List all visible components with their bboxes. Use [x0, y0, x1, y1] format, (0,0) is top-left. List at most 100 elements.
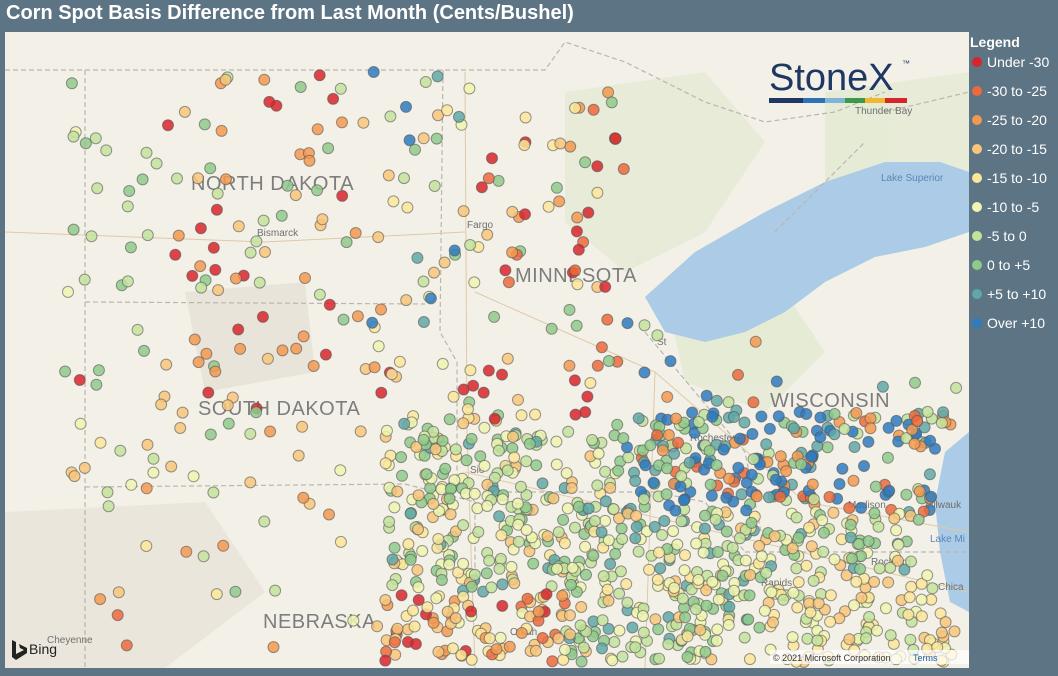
location-dot[interactable] [222, 417, 235, 430]
legend-item[interactable]: -30 to -25 [968, 83, 1058, 112]
location-dot[interactable] [396, 469, 408, 482]
location-dot[interactable] [386, 579, 399, 592]
location-dot[interactable] [212, 284, 225, 297]
location-dot[interactable] [568, 374, 581, 387]
location-dot[interactable] [629, 532, 642, 545]
location-dot[interactable] [814, 411, 827, 424]
location-dot[interactable] [738, 631, 751, 644]
location-dot[interactable] [580, 568, 592, 581]
location-dot[interactable] [912, 513, 925, 526]
location-dot[interactable] [746, 428, 759, 440]
location-dot[interactable] [207, 241, 220, 254]
location-dot[interactable] [482, 364, 495, 377]
location-dot[interactable] [299, 272, 311, 284]
location-dot[interactable] [401, 201, 414, 214]
location-dot[interactable] [923, 468, 936, 481]
location-dot[interactable] [124, 241, 137, 254]
location-dot[interactable] [613, 624, 626, 637]
location-dot[interactable] [611, 418, 624, 431]
location-dot[interactable] [716, 569, 729, 582]
location-dot[interactable] [706, 575, 719, 588]
location-dot[interactable] [639, 459, 652, 472]
location-dot[interactable] [614, 565, 627, 578]
location-dot[interactable] [579, 540, 592, 553]
location-dot[interactable] [112, 586, 125, 599]
location-dot[interactable] [913, 485, 926, 498]
location-dot[interactable] [311, 123, 324, 136]
location-dot[interactable] [545, 322, 558, 335]
location-dot[interactable] [700, 389, 713, 402]
location-dot[interactable] [843, 502, 856, 514]
location-dot[interactable] [257, 214, 270, 227]
location-dot[interactable] [760, 438, 773, 451]
location-dot[interactable] [391, 622, 404, 635]
location-dot[interactable] [574, 619, 587, 632]
location-dot[interactable] [210, 203, 223, 216]
location-dot[interactable] [753, 621, 766, 634]
location-dot[interactable] [485, 581, 498, 594]
location-dot[interactable] [465, 432, 478, 445]
location-dot[interactable] [505, 560, 518, 573]
location-dot[interactable] [547, 492, 560, 505]
location-dot[interactable] [481, 228, 494, 241]
location-dot[interactable] [604, 481, 617, 494]
location-dot[interactable] [457, 417, 470, 430]
location-dot[interactable] [660, 488, 673, 501]
location-dot[interactable] [384, 110, 397, 123]
location-dot[interactable] [187, 470, 200, 483]
location-dot[interactable] [402, 538, 415, 551]
location-dot[interactable] [800, 559, 813, 572]
location-dot[interactable] [430, 132, 443, 145]
location-dot[interactable] [790, 511, 803, 524]
location-dot[interactable] [602, 622, 615, 635]
location-dot[interactable] [515, 627, 528, 639]
location-dot[interactable] [552, 526, 565, 539]
location-dot[interactable] [94, 593, 107, 606]
location-dot[interactable] [220, 173, 232, 186]
location-dot[interactable] [602, 355, 615, 367]
location-dot[interactable] [221, 399, 234, 412]
legend-item[interactable]: 0 to +5 [968, 257, 1058, 286]
location-dot[interactable] [596, 642, 608, 655]
location-dot[interactable] [136, 173, 149, 186]
location-dot[interactable] [828, 408, 841, 420]
legend-item[interactable]: -20 to -15 [968, 141, 1058, 170]
location-dot[interactable] [337, 313, 350, 326]
location-dot[interactable] [769, 473, 782, 486]
location-dot[interactable] [79, 137, 92, 150]
location-dot[interactable] [347, 614, 360, 627]
location-dot[interactable] [595, 526, 608, 539]
location-dot[interactable] [258, 515, 271, 528]
location-dot[interactable] [560, 467, 573, 480]
location-dot[interactable] [698, 522, 711, 535]
location-dot[interactable] [599, 280, 612, 293]
location-dot[interactable] [412, 489, 425, 502]
location-dot[interactable] [367, 66, 380, 78]
location-dot[interactable] [792, 531, 805, 544]
location-dot[interactable] [653, 546, 665, 559]
location-dot[interactable] [400, 100, 412, 113]
location-dot[interactable] [616, 533, 629, 545]
location-dot[interactable] [637, 493, 650, 506]
location-dot[interactable] [443, 558, 456, 571]
location-dot[interactable] [605, 96, 618, 109]
location-dot[interactable] [502, 276, 515, 289]
location-dot[interactable] [570, 225, 583, 238]
location-dot[interactable] [800, 408, 813, 420]
location-dot[interactable] [550, 458, 563, 471]
location-dot[interactable] [740, 504, 753, 517]
location-dot[interactable] [575, 601, 588, 613]
location-dot[interactable] [540, 588, 553, 601]
location-dot[interactable] [488, 412, 501, 425]
location-dot[interactable] [478, 459, 491, 472]
location-dot[interactable] [862, 435, 875, 448]
location-dot[interactable] [436, 434, 449, 447]
location-dot[interactable] [114, 444, 127, 457]
location-dot[interactable] [563, 359, 576, 372]
location-dot[interactable] [438, 256, 451, 269]
location-dot[interactable] [678, 564, 691, 577]
location-dot[interactable] [801, 632, 814, 645]
location-dot[interactable] [749, 335, 762, 348]
location-dot[interactable] [165, 460, 178, 473]
location-dot[interactable] [521, 592, 534, 605]
